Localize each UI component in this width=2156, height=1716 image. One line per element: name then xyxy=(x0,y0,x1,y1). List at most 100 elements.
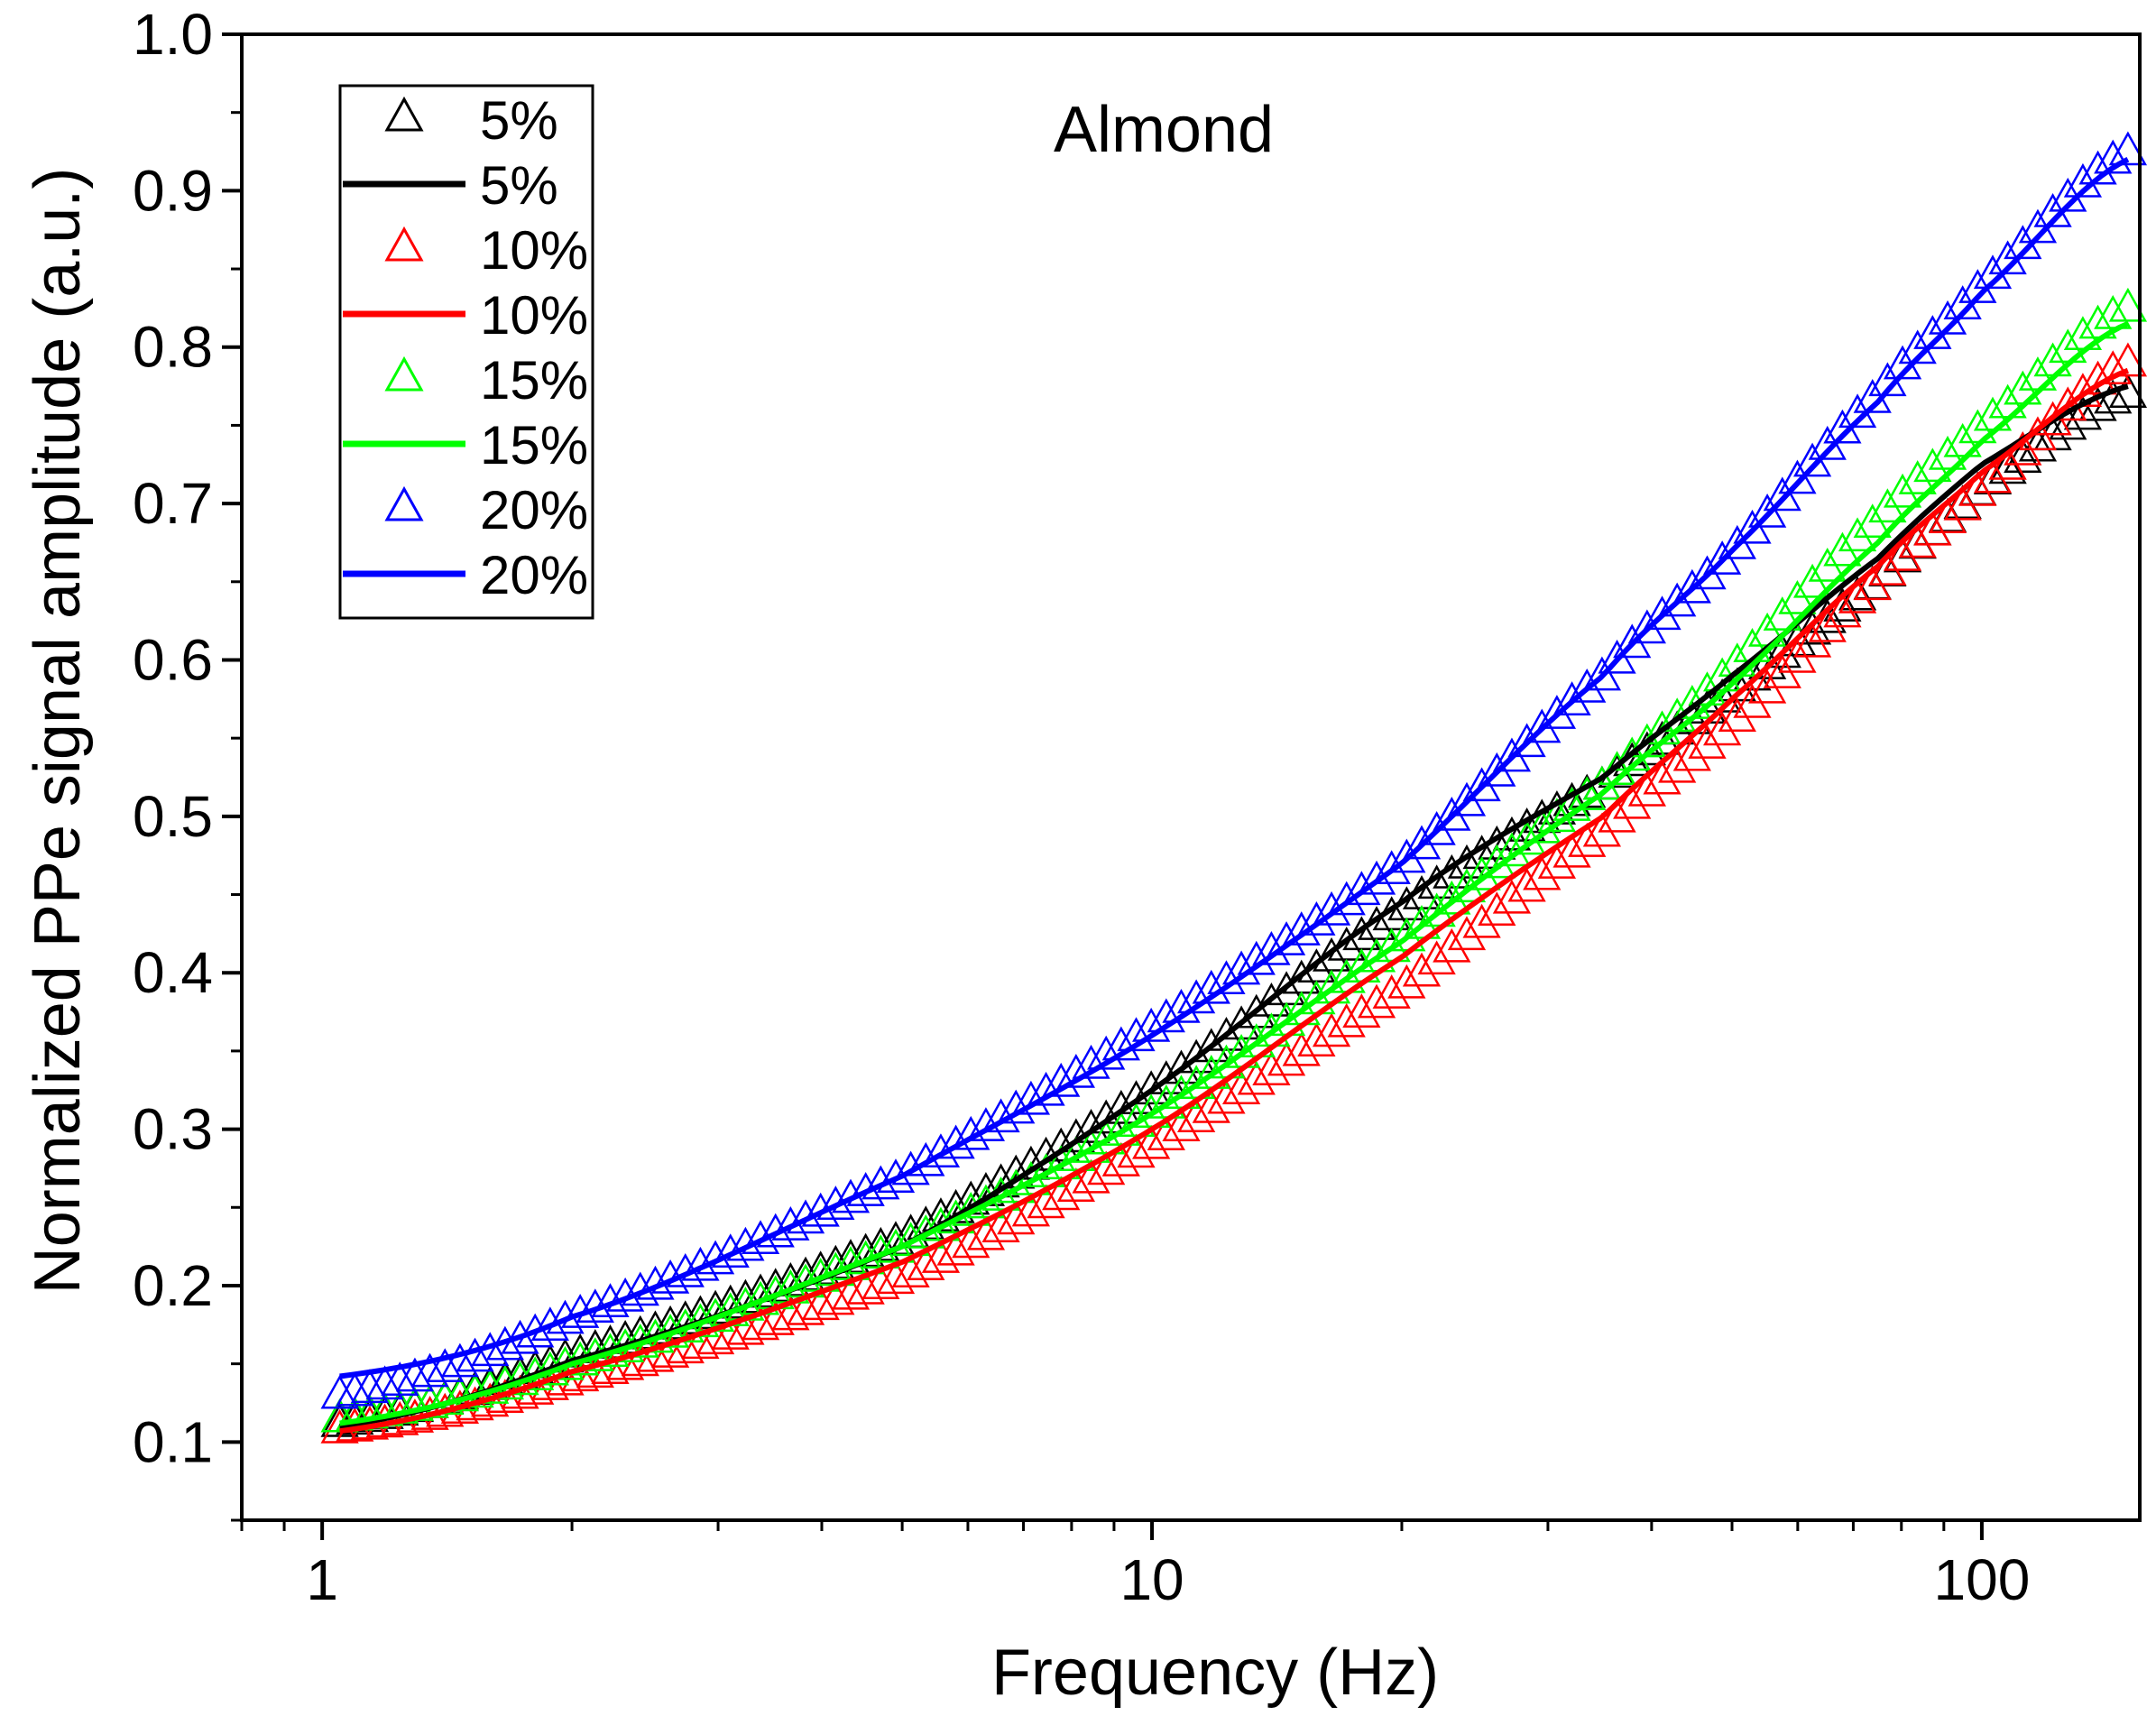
data-point-marker xyxy=(1372,974,1411,1009)
data-point-marker xyxy=(756,1301,795,1335)
data-point-marker xyxy=(1537,695,1577,729)
data-point-marker xyxy=(1192,1028,1230,1063)
data-point-marker xyxy=(1672,736,1711,771)
data-point-marker xyxy=(1162,988,1201,1023)
data-point-marker xyxy=(1402,825,1442,860)
series-line-20pct xyxy=(339,157,2130,1379)
data-point-marker xyxy=(1267,1041,1306,1076)
data-point-marker xyxy=(1553,787,1591,821)
y-tick-label: 0.7 xyxy=(133,471,213,536)
data-point-marker xyxy=(981,1208,1020,1243)
legend-label: 15% xyxy=(480,415,588,475)
data-point-marker xyxy=(1658,582,1697,617)
data-point-marker xyxy=(1688,724,1727,759)
data-point-marker xyxy=(1838,517,1877,552)
data-point-marker xyxy=(997,1200,1036,1235)
data-point-marker xyxy=(1598,798,1636,833)
data-point-marker xyxy=(741,1305,780,1341)
data-point-marker xyxy=(876,1259,916,1295)
y-tick-label: 0.4 xyxy=(133,940,213,1005)
data-point-marker xyxy=(696,1320,735,1355)
data-point-marker xyxy=(1523,708,1562,743)
plot-frame xyxy=(240,32,2142,1522)
legend-label: 5% xyxy=(480,155,558,216)
data-point-marker xyxy=(801,1286,840,1321)
data-point-marker xyxy=(1478,891,1516,927)
data-point-marker xyxy=(1387,964,1426,999)
data-point-marker xyxy=(1763,476,1801,512)
data-point-marker xyxy=(921,1239,961,1273)
data-point-marker xyxy=(952,1223,990,1259)
legend: 5%5%10%10%15%15%20%20% xyxy=(338,84,594,620)
data-point-marker xyxy=(1192,969,1230,1004)
data-point-marker xyxy=(1568,823,1607,857)
data-point-marker xyxy=(1297,1022,1336,1056)
data-point-marker xyxy=(1643,760,1681,795)
data-point-marker xyxy=(1462,903,1501,938)
data-point-marker xyxy=(1147,998,1185,1033)
data-point-marker xyxy=(336,1371,374,1407)
data-point-marker xyxy=(816,1280,855,1315)
data-point-marker xyxy=(786,1290,825,1325)
data-point-marker xyxy=(1778,622,1817,657)
data-point-marker xyxy=(1613,784,1652,819)
data-point-marker xyxy=(621,1342,659,1377)
data-point-marker xyxy=(1553,833,1591,868)
data-point-marker xyxy=(1117,1133,1156,1168)
data-point-marker xyxy=(1928,499,1967,534)
data-point-marker xyxy=(786,1256,825,1291)
data-point-marker xyxy=(2108,342,2148,377)
data-point-marker xyxy=(726,1310,765,1345)
data-point-marker xyxy=(891,1253,930,1288)
data-point-marker xyxy=(1042,1062,1081,1097)
y-tick-label: 0.8 xyxy=(133,315,213,380)
axes: 1 10 100 0.1 0.2 0.3 0.4 0.5 0.6 0.7 0.8 0.9 1.0 xyxy=(133,2,2142,1612)
data-point-marker xyxy=(2018,356,2058,391)
legend-label: 10% xyxy=(480,220,588,281)
data-point-marker xyxy=(771,1261,810,1296)
data-point-marker xyxy=(1147,1116,1185,1150)
data-point-marker xyxy=(1747,493,1787,528)
data-point-marker xyxy=(1658,748,1697,783)
legend-entry: 10% xyxy=(384,220,588,281)
data-point-marker xyxy=(1101,1026,1140,1061)
series-line-5pct xyxy=(339,383,2129,1429)
data-point-marker xyxy=(1056,1167,1095,1202)
data-point-marker xyxy=(831,1275,871,1310)
data-point-marker xyxy=(1913,511,1952,546)
x-tick-label: 100 xyxy=(1934,1547,2031,1612)
data-point-marker xyxy=(831,1239,871,1273)
data-point-marker xyxy=(1011,1192,1051,1227)
y-tick-label: 0.5 xyxy=(133,784,213,849)
legend-label: 20% xyxy=(480,545,588,605)
data-point-marker xyxy=(1207,960,1246,995)
data-point-marker xyxy=(1672,568,1711,604)
data-point-marker xyxy=(2108,131,2148,166)
data-point-marker xyxy=(1402,904,1442,939)
data-point-marker xyxy=(1568,668,1607,703)
data-point-marker xyxy=(1643,595,1681,631)
data-point-marker xyxy=(771,1296,810,1331)
data-point-marker xyxy=(1507,867,1546,902)
data-point-marker xyxy=(381,1361,419,1397)
data-point-marker xyxy=(1072,1158,1110,1194)
legend-label: 20% xyxy=(480,480,588,540)
data-point-marker xyxy=(350,1369,390,1404)
plot-area xyxy=(320,131,2148,1444)
data-point-marker xyxy=(1747,645,1787,679)
data-point-marker xyxy=(1176,1098,1216,1132)
data-point-marker xyxy=(1988,449,2027,484)
data-point-marker xyxy=(1898,523,1937,558)
data-point-marker xyxy=(1447,916,1487,951)
data-point-marker xyxy=(711,1315,750,1350)
data-point-marker xyxy=(1027,1184,1065,1219)
data-point-marker xyxy=(2004,370,2042,405)
data-point-marker xyxy=(1492,879,1532,914)
data-point-marker xyxy=(1973,458,2013,494)
data-point-marker xyxy=(1703,711,1742,746)
data-point-marker xyxy=(1883,536,1922,571)
series-measured-15pct xyxy=(320,287,2148,1433)
data-point-marker xyxy=(2049,386,2087,421)
legend-entry: 5% xyxy=(384,90,558,151)
